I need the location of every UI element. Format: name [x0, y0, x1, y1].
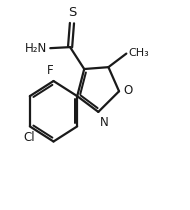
Text: CH₃: CH₃ — [129, 47, 149, 58]
Text: N: N — [100, 116, 109, 129]
Text: Cl: Cl — [23, 131, 35, 144]
Text: O: O — [123, 84, 132, 97]
Text: H₂N: H₂N — [25, 42, 47, 55]
Text: F: F — [47, 64, 54, 77]
Text: S: S — [68, 6, 76, 19]
